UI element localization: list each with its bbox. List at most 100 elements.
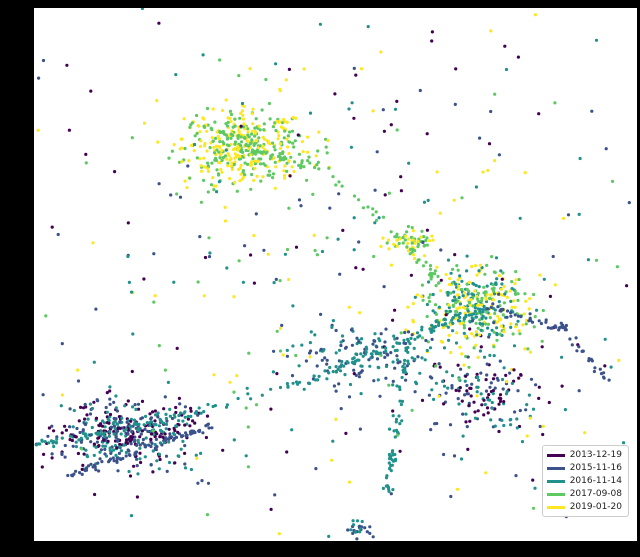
scatter-point-190 (246, 162, 250, 166)
scatter-point-1553 (476, 385, 480, 389)
scatter-point-106 (253, 152, 258, 156)
scatter-point-893 (63, 443, 67, 448)
scatter-point-1215 (99, 448, 103, 452)
scatter-point-1325 (416, 355, 420, 359)
scatter-point-577 (420, 295, 424, 299)
scatter-point-1662 (393, 107, 398, 111)
scatter-point-1926 (351, 519, 355, 523)
scatter-point-2215 (398, 399, 402, 403)
scatter-point-1594 (563, 408, 568, 412)
scatter-point-355 (175, 192, 179, 196)
scatter-point-2187 (84, 468, 89, 472)
scatter-point-479 (456, 287, 460, 291)
scatter-point-2385 (436, 274, 440, 278)
scatter-point-1502 (466, 447, 470, 451)
scatter-point-1761 (248, 67, 252, 71)
scatter-point-306 (221, 155, 226, 160)
scatter-point-2224 (385, 474, 389, 478)
scatter-point-1548 (479, 345, 483, 349)
scatter-point-309 (232, 162, 236, 166)
scatter-point-2169 (74, 469, 78, 473)
scatter-point-2207 (387, 427, 392, 431)
scatter-point-2161 (164, 437, 168, 442)
scatter-point-195 (156, 140, 160, 144)
scatter-point-1094 (83, 402, 87, 407)
scatter-point-1530 (525, 403, 529, 407)
scatter-point-280 (254, 138, 259, 142)
scatter-point-80 (294, 116, 298, 120)
scatter-point-68 (308, 161, 312, 165)
scatter-point-1642 (296, 133, 300, 137)
scatter-point-1875 (548, 294, 553, 298)
scatter-point-410 (245, 139, 249, 143)
scatter-point-2355 (292, 160, 297, 164)
scatter-point-2133 (210, 426, 214, 430)
scatter-point-303 (271, 176, 275, 180)
scatter-point-2105 (376, 351, 380, 355)
scatter-point-1554 (509, 417, 513, 422)
scatter-point-2313 (313, 165, 317, 170)
scatter-point-943 (84, 448, 88, 452)
scatter-point-1822 (468, 327, 472, 331)
scatter-point-787 (437, 305, 441, 309)
scatter-point-634 (421, 298, 425, 302)
scatter-point-230 (305, 178, 309, 182)
scatter-point-167 (297, 152, 301, 156)
scatter-point-1844 (94, 307, 98, 311)
scatter-point-1292 (359, 392, 363, 396)
scatter-point-1682 (520, 440, 525, 444)
scatter-point-430 (522, 312, 526, 316)
scatter-point-1326 (392, 334, 396, 338)
scatter-point-1495 (529, 377, 534, 381)
scatter-point-1473 (487, 393, 491, 397)
scatter-point-863 (105, 415, 109, 419)
scatter-point-454 (523, 292, 527, 296)
scatter-point-885 (81, 406, 86, 410)
scatter-point-1398 (323, 356, 327, 360)
scatter-point-1142 (173, 461, 177, 465)
scatter-point-1024 (168, 407, 172, 411)
scatter-point-1002 (143, 427, 147, 431)
scatter-point-1624 (610, 179, 615, 183)
scatter-point-717 (481, 322, 485, 326)
scatter-point-396 (249, 164, 253, 168)
scatter-point-1240 (156, 415, 160, 419)
scatter-point-1131 (68, 438, 72, 442)
scatter-point-1833 (489, 109, 493, 114)
scatter-point-367 (215, 148, 219, 152)
scatter-point-1572 (465, 389, 469, 393)
scatter-point-619 (497, 300, 501, 304)
scatter-point-2024 (193, 411, 197, 415)
scatter-point-828 (413, 256, 417, 261)
scatter-point-682 (454, 301, 458, 305)
scatter-point-1735 (420, 398, 425, 402)
scatter-point-141 (262, 128, 266, 132)
scatter-point-603 (490, 255, 494, 259)
scatter-point-657 (442, 346, 447, 350)
scatter-point-1757 (505, 380, 509, 384)
scatter-point-1441 (493, 373, 497, 377)
scatter-point-1878 (217, 180, 221, 184)
scatter-point-1468 (473, 410, 477, 414)
scatter-point-557 (485, 284, 489, 288)
scatter-point-2256 (516, 314, 520, 318)
scatter-point-2057 (178, 411, 183, 415)
scatter-point-1563 (464, 374, 468, 378)
scatter-point-151 (212, 188, 216, 192)
scatter-point-910 (86, 417, 90, 421)
scatter-point-1719 (474, 185, 478, 189)
scatter-point-1463 (502, 423, 506, 428)
scatter-point-889 (179, 447, 183, 451)
scatter-point-1499 (476, 375, 480, 379)
scatter-point-695 (411, 302, 415, 306)
scatter-point-2068 (108, 430, 112, 434)
scatter-point-1508 (446, 386, 450, 390)
scatter-point-1088 (140, 399, 145, 403)
scatter-point-2102 (137, 422, 141, 426)
scatter-point-1322 (391, 379, 395, 383)
scatter-point-1219 (173, 433, 177, 437)
scatter-point-2173 (96, 461, 100, 465)
scatter-point-1117 (79, 405, 83, 409)
scatter-point-836 (413, 241, 417, 245)
scatter-point-1634 (325, 236, 329, 240)
